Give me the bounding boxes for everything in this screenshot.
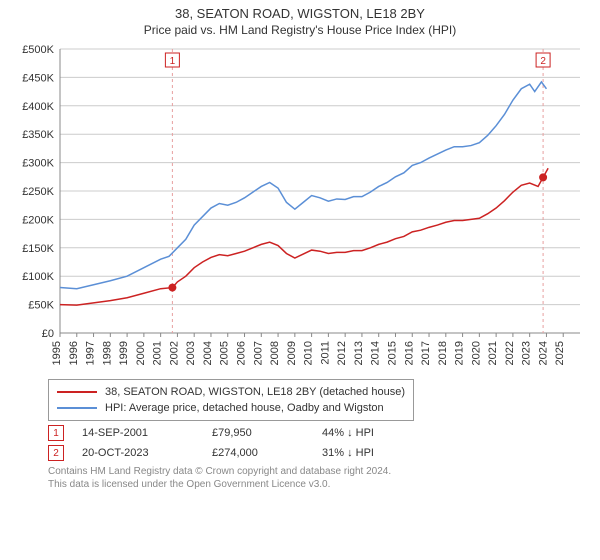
transaction-row: 2 20-OCT-2023£274,00031% ↓ HPI [48,445,588,461]
footer-line-1: Contains HM Land Registry data © Crown c… [48,465,588,478]
svg-text:1996: 1996 [68,341,80,365]
chart-subtitle: Price paid vs. HM Land Registry's House … [0,23,600,37]
legend-label: 38, SEATON ROAD, WIGSTON, LE18 2BY (deta… [105,384,405,400]
svg-text:1: 1 [170,56,176,67]
transaction-price: £79,950 [212,427,322,439]
svg-text:2000: 2000 [135,341,147,365]
transaction-date: 14-SEP-2001 [82,427,212,439]
svg-text:2012: 2012 [336,341,348,365]
legend-label: HPI: Average price, detached house, Oadb… [105,400,384,416]
svg-text:2020: 2020 [470,341,482,365]
legend-item: 38, SEATON ROAD, WIGSTON, LE18 2BY (deta… [57,384,405,400]
svg-text:2007: 2007 [252,341,264,365]
svg-text:2025: 2025 [554,341,566,365]
svg-text:1995: 1995 [51,341,63,365]
svg-text:£50K: £50K [28,300,54,312]
legend-swatch [57,391,97,393]
svg-text:2002: 2002 [168,341,180,365]
svg-text:2015: 2015 [386,341,398,365]
svg-text:2004: 2004 [202,341,214,365]
transaction-row: 1 14-SEP-2001£79,95044% ↓ HPI [48,425,588,441]
legend-swatch [57,407,97,409]
transaction-ratio: 31% ↓ HPI [322,447,374,459]
svg-text:2023: 2023 [521,341,533,365]
legend: 38, SEATON ROAD, WIGSTON, LE18 2BY (deta… [48,379,414,421]
attribution-footer: Contains HM Land Registry data © Crown c… [48,465,588,491]
chart-title-block: 38, SEATON ROAD, WIGSTON, LE18 2BY Price… [0,0,600,37]
svg-text:2010: 2010 [303,341,315,365]
svg-text:2005: 2005 [219,341,231,365]
svg-text:2016: 2016 [403,341,415,365]
transaction-ratio: 44% ↓ HPI [322,427,374,439]
svg-text:2014: 2014 [370,341,382,365]
svg-text:£250K: £250K [22,186,54,198]
svg-text:2011: 2011 [319,341,331,365]
svg-text:2008: 2008 [269,341,281,365]
svg-text:2001: 2001 [152,341,164,365]
transaction-price: £274,000 [212,447,322,459]
svg-text:2013: 2013 [353,341,365,365]
svg-text:2006: 2006 [236,341,248,365]
svg-text:£500K: £500K [22,44,54,56]
svg-text:2003: 2003 [185,341,197,365]
transaction-date: 20-OCT-2023 [82,447,212,459]
chart-area: £0 £50K £100K £150K £200K £250K £300K £350K £400… [12,43,588,373]
svg-text:1997: 1997 [85,341,97,365]
legend-item: HPI: Average price, detached house, Oadb… [57,400,405,416]
svg-text:2017: 2017 [420,341,432,365]
svg-text:2021: 2021 [487,341,499,365]
chart-title: 38, SEATON ROAD, WIGSTON, LE18 2BY [0,6,600,21]
svg-text:£150K: £150K [22,243,54,255]
svg-text:1998: 1998 [101,341,113,365]
svg-text:£450K: £450K [22,72,54,84]
footer-line-2: This data is licensed under the Open Gov… [48,478,588,491]
svg-text:£300K: £300K [22,158,54,170]
svg-text:2: 2 [540,56,546,67]
svg-text:2019: 2019 [454,341,466,365]
price-chart: £0 £50K £100K £150K £200K £250K £300K £350K £400… [12,43,588,373]
svg-text:£0: £0 [42,328,54,340]
svg-text:2022: 2022 [504,341,516,365]
svg-text:2018: 2018 [437,341,449,365]
svg-text:1999: 1999 [118,341,130,365]
transaction-badge: 1 [48,425,64,441]
svg-text:£350K: £350K [22,129,54,141]
svg-text:2009: 2009 [286,341,298,365]
transaction-badge: 2 [48,445,64,461]
svg-text:£400K: £400K [22,101,54,113]
svg-text:2024: 2024 [537,341,549,365]
svg-text:£100K: £100K [22,271,54,283]
svg-text:£200K: £200K [22,214,54,226]
transaction-list: 1 14-SEP-2001£79,95044% ↓ HPI 2 20-OCT-2023… [48,425,588,461]
